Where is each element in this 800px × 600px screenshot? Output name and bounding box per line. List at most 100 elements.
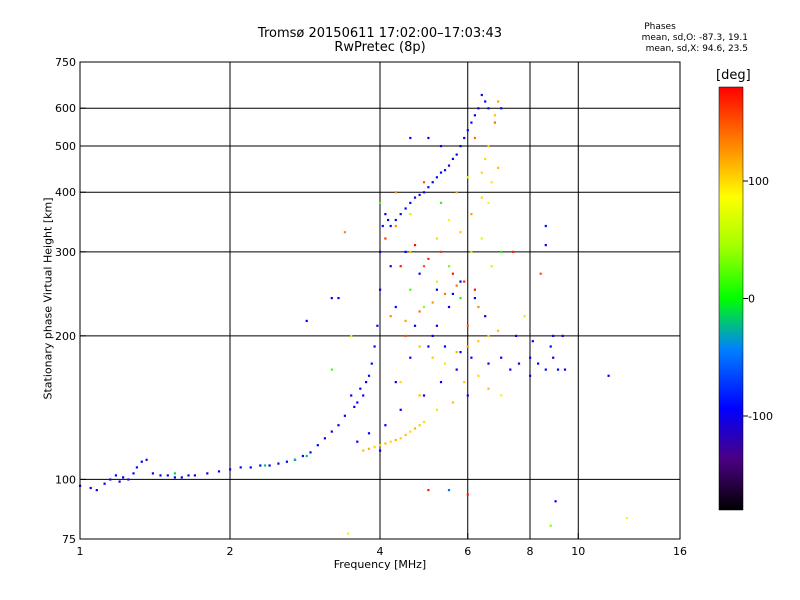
data-point: [418, 193, 421, 196]
data-point: [537, 362, 540, 365]
data-point: [379, 449, 382, 452]
data-point: [249, 466, 252, 469]
data-point: [515, 334, 518, 337]
data-point: [353, 405, 356, 408]
data-point: [323, 437, 326, 440]
data-point: [439, 171, 443, 174]
data-point: [404, 319, 407, 322]
data-point: [373, 345, 376, 348]
data-point: [443, 345, 447, 348]
grid-lines: [80, 62, 680, 539]
data-point: [463, 280, 466, 283]
data-point: [418, 272, 421, 275]
data-point: [470, 121, 473, 124]
data-point: [132, 472, 135, 475]
data-point: [539, 272, 542, 275]
data-point: [384, 237, 387, 240]
y-tick-label: 400: [55, 186, 76, 199]
data-point: [350, 334, 353, 337]
data-point: [367, 374, 371, 377]
data-point: [330, 368, 333, 371]
data-point: [422, 394, 426, 397]
data-point: [409, 430, 412, 433]
data-point: [500, 356, 503, 359]
data-point: [427, 257, 430, 260]
data-point: [394, 305, 397, 309]
data-point: [451, 401, 454, 404]
data-point: [277, 462, 280, 465]
data-point: [359, 387, 362, 390]
data-point: [556, 368, 560, 371]
data-point: [409, 201, 412, 204]
data-point: [180, 476, 183, 479]
data-point: [427, 186, 430, 189]
data-point: [370, 362, 373, 365]
data-point: [466, 129, 469, 132]
data-points: [79, 93, 628, 535]
data-point: [399, 437, 402, 440]
data-point: [455, 153, 458, 156]
x-axis-label: Frequency [MHz]: [333, 558, 427, 571]
data-point: [206, 472, 209, 475]
data-point: [413, 427, 417, 430]
data-point: [114, 474, 117, 477]
data-point: [217, 470, 221, 473]
data-point: [103, 482, 106, 485]
data-point: [347, 532, 350, 535]
data-point: [367, 447, 371, 450]
data-point: [480, 237, 483, 240]
data-point: [404, 334, 407, 337]
data-point: [470, 356, 473, 359]
data-point: [544, 368, 547, 371]
data-point: [381, 224, 384, 228]
x-tick-label: 16: [673, 545, 687, 558]
data-point: [379, 201, 382, 204]
y-tick-label: 600: [55, 102, 76, 115]
y-tick-label: 75: [62, 533, 76, 546]
data-point: [443, 292, 447, 295]
data-point: [447, 265, 451, 268]
data-point: [466, 394, 469, 397]
data-point: [263, 464, 267, 467]
data-point: [422, 305, 426, 309]
data-point: [435, 324, 438, 327]
data-point: [435, 280, 438, 283]
data-point: [463, 136, 466, 140]
data-point: [554, 500, 557, 503]
data-point: [451, 157, 454, 160]
data-point: [443, 169, 447, 172]
data-point: [477, 340, 480, 343]
data-point: [529, 356, 532, 359]
data-point: [625, 517, 628, 520]
data-point: [477, 374, 480, 377]
data-point: [466, 493, 469, 496]
data-point: [356, 440, 359, 443]
data-point: [435, 237, 438, 240]
data-point: [459, 145, 462, 148]
data-point: [422, 191, 426, 194]
data-point: [389, 440, 392, 443]
data-point: [145, 458, 148, 461]
data-point: [455, 351, 458, 354]
data-point: [404, 250, 407, 253]
data-point: [544, 244, 547, 247]
data-point: [404, 433, 407, 436]
x-tick-label: 10: [571, 545, 585, 558]
data-point: [413, 196, 417, 199]
data-point: [500, 250, 503, 253]
chart-subtitle: RwPretec (8p): [334, 40, 426, 55]
data-point: [443, 362, 447, 365]
data-point: [447, 305, 451, 309]
data-point: [490, 265, 493, 268]
data-point: [394, 381, 397, 384]
y-tick-label: 500: [55, 140, 76, 153]
data-point: [500, 107, 503, 110]
data-point: [431, 301, 434, 304]
data-point: [409, 250, 412, 253]
data-point: [418, 345, 421, 348]
data-point: [459, 280, 462, 283]
colorbar-ticks: -100 0 100: [743, 175, 773, 423]
data-point: [384, 442, 387, 445]
data-point: [477, 107, 480, 110]
